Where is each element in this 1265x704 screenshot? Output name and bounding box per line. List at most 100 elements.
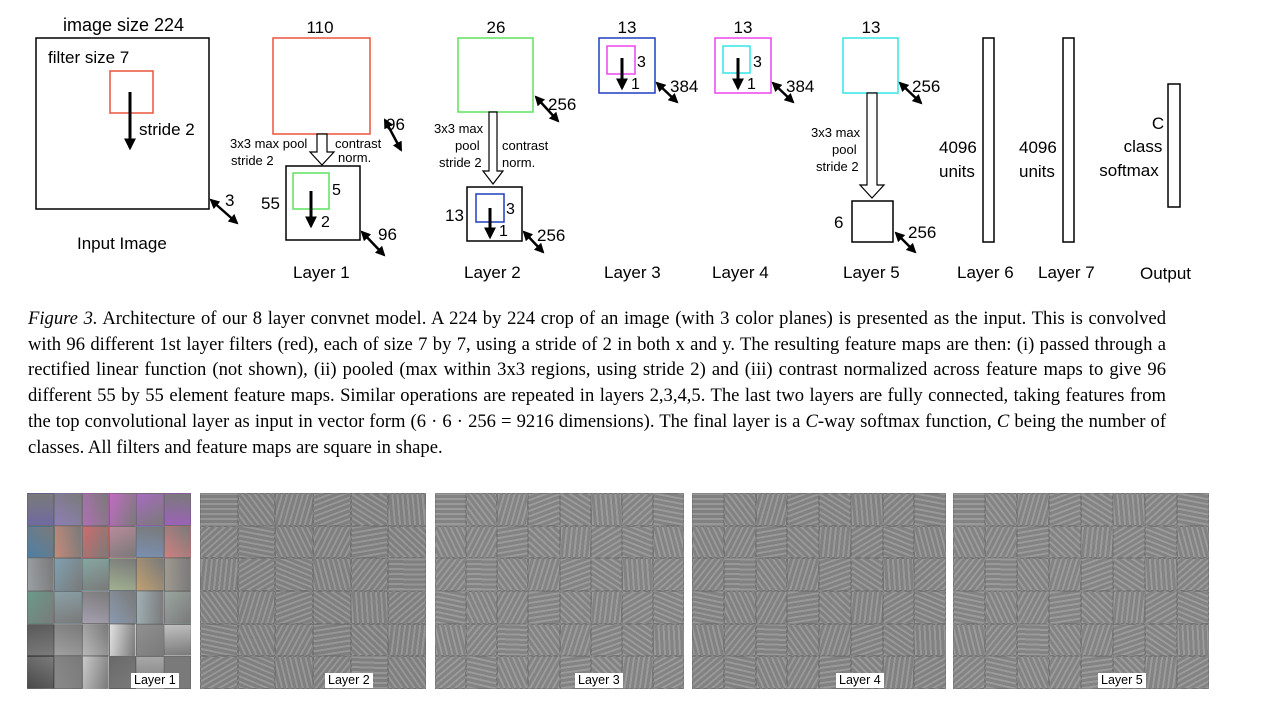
filter-tile xyxy=(136,525,164,559)
depth-arrow xyxy=(534,95,560,123)
filter-tile xyxy=(275,656,313,689)
filter-tile xyxy=(692,656,724,689)
filter-tile xyxy=(237,623,276,657)
filter-tile xyxy=(466,525,498,559)
layer4-features-panel: Layer 4 xyxy=(692,493,946,689)
filter-tile xyxy=(985,558,1017,591)
filter-tile xyxy=(652,558,684,591)
filter-tile xyxy=(497,591,529,624)
filter-tile xyxy=(200,493,238,526)
filter-tile xyxy=(81,558,109,591)
filter-tile xyxy=(652,623,684,657)
caption-var-c-1: C xyxy=(805,410,818,432)
filter-tile xyxy=(1145,525,1177,559)
filter-tile xyxy=(497,656,529,689)
filter-tile xyxy=(27,558,55,591)
filter-tile xyxy=(692,558,724,591)
layer3-depth: 384 xyxy=(670,77,698,96)
filter-tile xyxy=(882,623,915,657)
filter-tile xyxy=(528,558,560,591)
filter-tile xyxy=(882,656,915,689)
filter-tile xyxy=(621,623,653,657)
filter-tile xyxy=(819,558,851,591)
layer1-pool-1: 3x3 max pool xyxy=(230,136,307,151)
layer3-map xyxy=(598,37,656,94)
filter-tile xyxy=(1177,623,1209,657)
filter-tile xyxy=(819,623,851,657)
layer7-units-1: 4096 xyxy=(1019,138,1057,157)
depth-arrow xyxy=(360,230,386,257)
depth-arrow xyxy=(771,81,795,104)
filter-tile xyxy=(313,493,351,526)
layer1-map-size: 55 xyxy=(261,194,280,213)
layer1-size: 110 xyxy=(306,18,333,37)
filter-tile xyxy=(914,558,946,591)
layer1-depth-bottom: 96 xyxy=(378,225,397,244)
filter-tile xyxy=(559,525,591,559)
layer6-vector xyxy=(982,37,995,243)
filter-tile xyxy=(819,493,851,526)
filter-tile xyxy=(1145,623,1177,657)
depth-arrow xyxy=(209,198,239,225)
layer2-pool-2: pool xyxy=(455,138,480,153)
filter-tile xyxy=(109,525,137,559)
output-line-3: softmax xyxy=(1099,161,1159,180)
layer5-depth-bottom: 256 xyxy=(908,223,936,242)
filter-tile xyxy=(692,525,724,559)
layer5-features-panel: Layer 5 xyxy=(953,493,1209,689)
layer2-pool-1: 3x3 max xyxy=(434,121,484,136)
layer6-block: 4096 units Layer 6 xyxy=(939,37,1014,282)
filter-grid xyxy=(27,493,191,689)
filter-tile xyxy=(1177,493,1209,526)
filter-tile xyxy=(985,525,1017,559)
filter-tile xyxy=(528,656,560,689)
filter-tile xyxy=(466,656,498,689)
layer2-depth-top: 256 xyxy=(548,95,576,114)
filter-tile xyxy=(109,623,137,657)
filter-tile xyxy=(953,623,985,657)
filter-tile xyxy=(850,493,883,526)
filter-tile xyxy=(755,591,788,624)
filter-tile xyxy=(1017,656,1049,689)
figure-caption: Figure 3. Architecture of our 8 layer co… xyxy=(28,306,1166,460)
filter-tile xyxy=(787,591,819,624)
filter-tile xyxy=(435,493,467,526)
layer3-stride: 1 xyxy=(631,76,640,93)
filter-tile xyxy=(466,623,498,657)
layer1-depth-top: 96 xyxy=(386,115,405,134)
filter-tile xyxy=(435,656,467,689)
filter-tile xyxy=(163,591,191,624)
filter-tile xyxy=(621,558,653,591)
layer4-label: Layer 4 xyxy=(712,263,769,282)
layer2-stride: 1 xyxy=(499,223,508,240)
filter-tile xyxy=(755,623,788,657)
filter-tile xyxy=(27,656,55,689)
filter-tile xyxy=(275,591,313,624)
filter-tile xyxy=(723,558,756,591)
filter-tile xyxy=(723,493,756,526)
layer1-label: Layer 1 xyxy=(293,263,350,282)
layer6-units-1: 4096 xyxy=(939,138,977,157)
filter-tile xyxy=(237,558,276,591)
layer6-units-2: units xyxy=(939,162,975,181)
filter-grid xyxy=(435,493,684,689)
layer1-filters-panel: Layer 1 xyxy=(27,493,191,689)
filter-tile xyxy=(1145,493,1177,526)
layer1-pool-2: stride 2 xyxy=(231,153,274,168)
filter-tile xyxy=(163,525,191,559)
filter-tile xyxy=(1081,493,1113,526)
filter-tile xyxy=(652,591,684,624)
filter-tile xyxy=(136,623,164,657)
filter-tile xyxy=(723,623,756,657)
filter-tile xyxy=(787,558,819,591)
filter-tile xyxy=(652,493,684,526)
filter-tile xyxy=(350,623,389,657)
filter-tile xyxy=(388,493,426,526)
pool-arrow xyxy=(858,92,886,199)
filter-tile xyxy=(275,525,313,559)
filter-tile xyxy=(1017,493,1049,526)
filter-tile xyxy=(136,591,164,624)
filter-tile xyxy=(985,493,1017,526)
filter-tile xyxy=(850,525,883,559)
depth-arrow xyxy=(655,81,679,104)
